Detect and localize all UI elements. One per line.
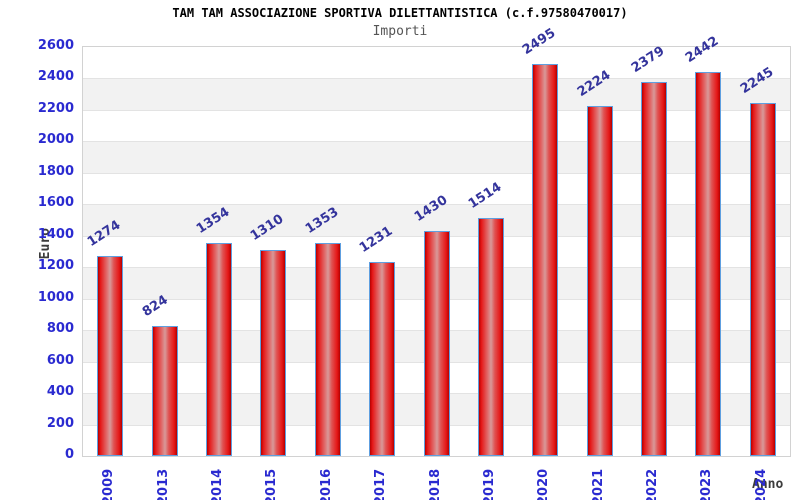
x-tick-label: 2024: [753, 468, 769, 500]
y-tick-label: 1000: [37, 289, 74, 305]
y-tick-label: 2600: [37, 38, 74, 53]
bar: [423, 231, 450, 456]
bar: [314, 243, 341, 456]
y-tick-label: 1600: [37, 195, 74, 211]
grid-band: [83, 204, 790, 236]
grid-band: [83, 141, 790, 173]
bar: [205, 243, 232, 456]
plot-area: 1274 824 1354 1310 1353 1231 1430 1514 2495 2224 2…: [82, 26, 791, 457]
bar: [641, 82, 668, 456]
x-tick-label: 2020: [536, 468, 552, 500]
grid-band: [83, 110, 790, 141]
x-tick-label: 2023: [699, 468, 715, 500]
bar: [532, 64, 559, 456]
x-tick-label: 2018: [427, 468, 443, 500]
y-tick-label: 400: [46, 384, 74, 400]
y-tick-label: 800: [46, 321, 74, 337]
x-tick-label: 2014: [209, 468, 225, 500]
x-tick-label: 2017: [373, 468, 389, 500]
x-tick-label: 2021: [590, 468, 606, 500]
y-tick-label: 1200: [37, 258, 74, 274]
gridline: [83, 109, 790, 111]
bar: [260, 250, 287, 456]
gridline: [83, 204, 790, 206]
y-tick-label: 2400: [37, 69, 74, 85]
gridline: [83, 141, 790, 143]
bar: [695, 72, 722, 456]
x-axis-title: Anno: [752, 477, 784, 492]
grid-band: [83, 78, 790, 110]
bar: [477, 218, 504, 456]
x-tick-label: 2015: [264, 468, 280, 500]
gridline: [83, 78, 790, 80]
x-tick-label: 2013: [155, 468, 171, 500]
x-tick-label: 2016: [318, 468, 334, 500]
bar: [97, 256, 124, 456]
x-tick-label: 2009: [101, 468, 117, 500]
bar: [151, 326, 178, 456]
chart-title: TAM TAM ASSOCIAZIONE SPORTIVA DILETTANTI…: [172, 6, 628, 20]
y-tick-label: 2000: [37, 132, 74, 148]
bar: [586, 106, 613, 456]
bar: [369, 262, 396, 456]
y-tick-label: 1800: [37, 163, 74, 179]
x-tick-label: 2019: [481, 468, 497, 500]
chart-subtitle: Importi: [372, 24, 428, 39]
y-tick-label: 200: [46, 415, 74, 431]
y-tick-label: 1400: [37, 226, 74, 242]
bar: [749, 103, 776, 456]
x-tick-label: 2022: [645, 468, 661, 500]
y-tick-label: 0: [64, 447, 74, 462]
y-tick-label: 600: [46, 352, 74, 368]
gridline: [83, 172, 790, 174]
y-tick-label: 2200: [37, 100, 74, 116]
